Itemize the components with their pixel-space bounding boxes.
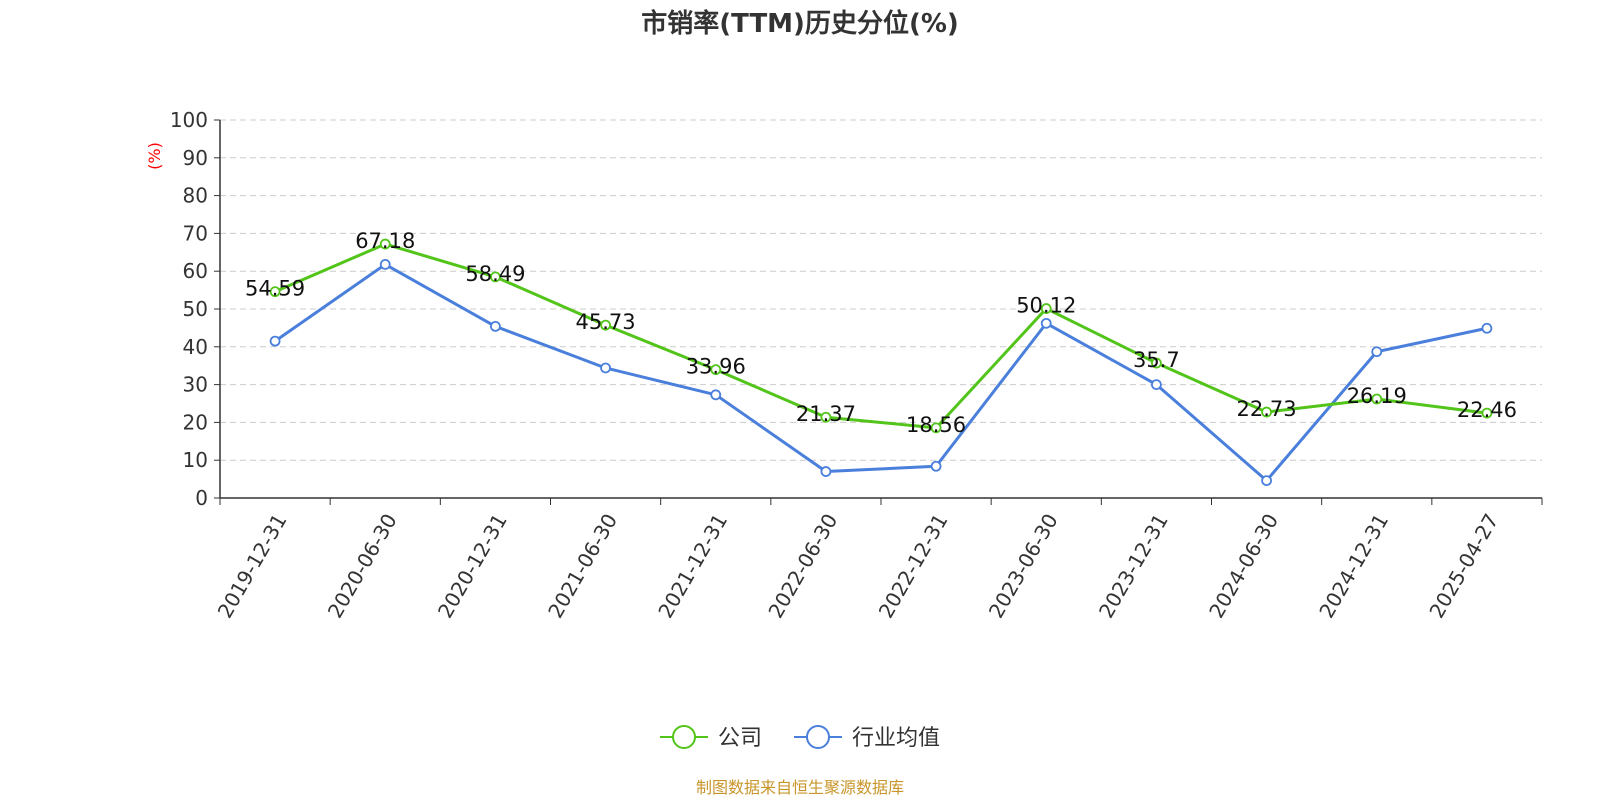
y-tick-label: 10 bbox=[183, 448, 208, 472]
data-label: 54.59 bbox=[245, 277, 305, 301]
data-point[interactable] bbox=[1481, 407, 1493, 419]
data-point[interactable] bbox=[600, 362, 611, 374]
data-point[interactable] bbox=[379, 258, 391, 270]
data-point[interactable] bbox=[1261, 406, 1272, 418]
data-point[interactable] bbox=[1261, 475, 1272, 487]
x-tick-label: 2021-12-31 bbox=[653, 510, 732, 623]
x-tick-label: 2024-06-30 bbox=[1204, 510, 1283, 623]
data-point[interactable] bbox=[1481, 322, 1493, 334]
data-point[interactable] bbox=[1040, 303, 1052, 314]
data-point[interactable] bbox=[490, 320, 501, 332]
legend-marker bbox=[806, 725, 830, 749]
x-tick-label: 2020-12-31 bbox=[433, 509, 512, 622]
y-tick-label: 40 bbox=[183, 335, 208, 359]
y-tick-label: 60 bbox=[183, 259, 208, 283]
data-label-layer: 54.59 67.18 58.49 45.73 33.96 21.37 18.56 50.12… bbox=[245, 229, 1517, 437]
legend-marker bbox=[672, 725, 696, 749]
data-point[interactable] bbox=[710, 389, 722, 401]
data-point[interactable] bbox=[820, 411, 832, 423]
data-label: 67.18 bbox=[355, 229, 415, 253]
data-label: 22.73 bbox=[1237, 397, 1297, 421]
y-tick-label: 80 bbox=[183, 184, 208, 208]
data-point[interactable] bbox=[930, 460, 942, 472]
y-tick-label: 90 bbox=[183, 146, 208, 170]
data-label: 18.56 bbox=[906, 413, 966, 437]
data-point[interactable] bbox=[1371, 346, 1383, 358]
x-tick-label: 2023-12-31 bbox=[1094, 510, 1173, 623]
source-note: 制图数据来自恒生聚源数据库 bbox=[696, 778, 904, 797]
y-tick-label: 70 bbox=[183, 221, 208, 245]
series-line-1 bbox=[274, 262, 1488, 483]
legend-label: 行业均值 bbox=[852, 726, 940, 751]
x-tick-label: 2021-06-30 bbox=[543, 510, 622, 623]
axis-layer: 0 10 20 30 40 50 60 70 80 90 100 2019-12-31 2020-06-… bbox=[170, 108, 1543, 623]
x-tick-label: 2023-06-30 bbox=[984, 510, 1063, 623]
data-label: 26.19 bbox=[1347, 384, 1407, 408]
legend-label: 公司 bbox=[718, 726, 762, 751]
y-axis-label: (%) bbox=[145, 142, 164, 170]
data-point[interactable] bbox=[269, 286, 281, 298]
data-label: 35.7 bbox=[1133, 348, 1180, 372]
data-point[interactable] bbox=[930, 422, 942, 434]
data-label: 21.37 bbox=[796, 402, 856, 426]
data-point[interactable] bbox=[1151, 357, 1162, 369]
legend-item-1[interactable]: 行业均值 bbox=[794, 725, 940, 751]
data-point[interactable] bbox=[1040, 317, 1052, 329]
data-point[interactable] bbox=[1371, 393, 1383, 405]
x-tick-label: 2019-12-31 bbox=[213, 510, 292, 623]
data-label: 45.73 bbox=[576, 310, 636, 334]
data-label: 50.12 bbox=[1016, 294, 1076, 318]
data-label: 58.49 bbox=[465, 262, 525, 286]
data-point[interactable] bbox=[379, 238, 391, 250]
data-point[interactable] bbox=[1151, 379, 1162, 391]
series-layer bbox=[269, 238, 1493, 487]
x-tick-label: 2020-06-30 bbox=[323, 510, 402, 623]
x-tick-label: 2025-04-27 bbox=[1424, 510, 1503, 623]
x-tick-label: 2024-12-31 bbox=[1314, 510, 1393, 623]
data-point[interactable] bbox=[600, 319, 611, 331]
y-tick-label: 30 bbox=[183, 373, 208, 397]
legend-item-0[interactable]: 公司 bbox=[660, 725, 762, 751]
y-tick-label: 50 bbox=[183, 297, 208, 321]
chart-title: 市销率(TTM)历史分位(%) bbox=[641, 8, 959, 39]
y-tick-label: 100 bbox=[170, 108, 208, 132]
y-tick-label: 0 bbox=[195, 486, 208, 510]
x-tick-label: 2022-06-30 bbox=[763, 510, 842, 623]
x-tick-label: 2022-12-31 bbox=[874, 509, 953, 622]
data-point[interactable] bbox=[710, 364, 722, 376]
data-label: 33.96 bbox=[686, 355, 746, 379]
data-point[interactable] bbox=[820, 466, 832, 477]
legend[interactable]: 公司 行业均值 bbox=[660, 725, 940, 751]
series-line-0 bbox=[274, 242, 1488, 430]
grid-layer bbox=[220, 119, 1542, 461]
data-point[interactable] bbox=[490, 271, 501, 283]
data-label: 22.46 bbox=[1457, 398, 1517, 422]
y-tick-label: 20 bbox=[183, 410, 208, 434]
data-point[interactable] bbox=[269, 335, 281, 347]
